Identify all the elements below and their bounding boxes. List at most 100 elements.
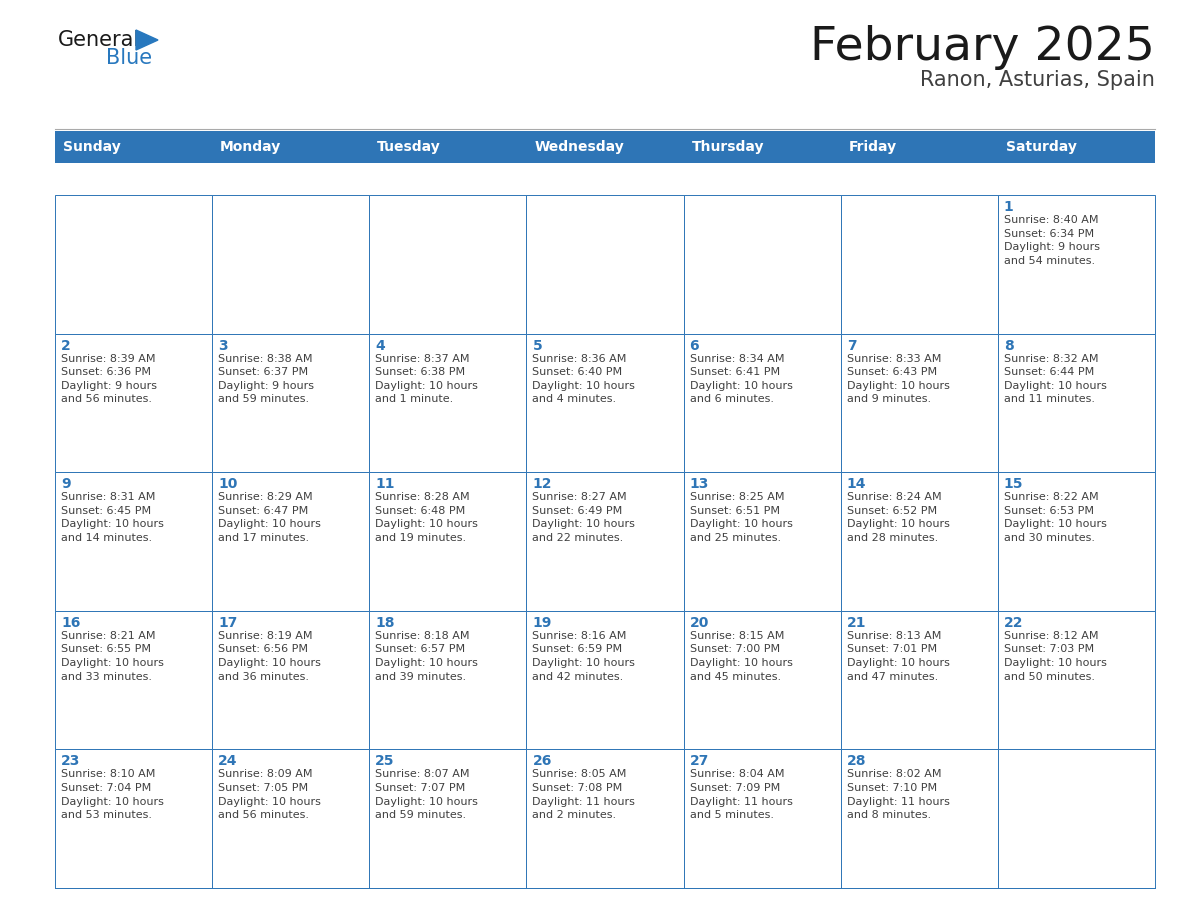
Bar xyxy=(369,131,526,163)
Bar xyxy=(526,131,683,163)
Text: Sunrise: 8:05 AM
Sunset: 7:08 PM
Daylight: 11 hours
and 2 minutes.: Sunrise: 8:05 AM Sunset: 7:08 PM Dayligh… xyxy=(532,769,636,820)
Text: 24: 24 xyxy=(219,755,238,768)
Bar xyxy=(526,472,683,610)
Bar xyxy=(55,195,213,333)
Bar xyxy=(55,472,213,610)
Bar xyxy=(841,610,998,749)
Bar xyxy=(369,749,526,888)
Text: Sunrise: 8:15 AM
Sunset: 7:00 PM
Daylight: 10 hours
and 45 minutes.: Sunrise: 8:15 AM Sunset: 7:00 PM Dayligh… xyxy=(689,631,792,681)
Text: 26: 26 xyxy=(532,755,551,768)
Text: February 2025: February 2025 xyxy=(810,25,1155,70)
Bar xyxy=(213,333,369,472)
Bar xyxy=(683,131,841,163)
Text: 10: 10 xyxy=(219,477,238,491)
Bar xyxy=(841,472,998,610)
Text: 11: 11 xyxy=(375,477,394,491)
Text: 19: 19 xyxy=(532,616,551,630)
Text: 6: 6 xyxy=(689,339,700,353)
Bar xyxy=(369,610,526,749)
Text: Sunrise: 8:18 AM
Sunset: 6:57 PM
Daylight: 10 hours
and 39 minutes.: Sunrise: 8:18 AM Sunset: 6:57 PM Dayligh… xyxy=(375,631,478,681)
Text: Thursday: Thursday xyxy=(691,140,764,154)
Text: Sunrise: 8:07 AM
Sunset: 7:07 PM
Daylight: 10 hours
and 59 minutes.: Sunrise: 8:07 AM Sunset: 7:07 PM Dayligh… xyxy=(375,769,478,820)
Text: Sunrise: 8:22 AM
Sunset: 6:53 PM
Daylight: 10 hours
and 30 minutes.: Sunrise: 8:22 AM Sunset: 6:53 PM Dayligh… xyxy=(1004,492,1107,543)
Bar xyxy=(55,131,213,163)
Text: Sunday: Sunday xyxy=(63,140,121,154)
Text: 13: 13 xyxy=(689,477,709,491)
Bar xyxy=(55,749,213,888)
Bar xyxy=(841,749,998,888)
Bar xyxy=(841,333,998,472)
Text: Sunrise: 8:31 AM
Sunset: 6:45 PM
Daylight: 10 hours
and 14 minutes.: Sunrise: 8:31 AM Sunset: 6:45 PM Dayligh… xyxy=(61,492,164,543)
Bar xyxy=(683,610,841,749)
Text: Sunrise: 8:32 AM
Sunset: 6:44 PM
Daylight: 10 hours
and 11 minutes.: Sunrise: 8:32 AM Sunset: 6:44 PM Dayligh… xyxy=(1004,353,1107,405)
Bar xyxy=(526,749,683,888)
Text: Sunrise: 8:25 AM
Sunset: 6:51 PM
Daylight: 10 hours
and 25 minutes.: Sunrise: 8:25 AM Sunset: 6:51 PM Dayligh… xyxy=(689,492,792,543)
Text: Tuesday: Tuesday xyxy=(378,140,441,154)
Text: Sunrise: 8:10 AM
Sunset: 7:04 PM
Daylight: 10 hours
and 53 minutes.: Sunrise: 8:10 AM Sunset: 7:04 PM Dayligh… xyxy=(61,769,164,820)
Text: Sunrise: 8:16 AM
Sunset: 6:59 PM
Daylight: 10 hours
and 42 minutes.: Sunrise: 8:16 AM Sunset: 6:59 PM Dayligh… xyxy=(532,631,636,681)
Text: Sunrise: 8:21 AM
Sunset: 6:55 PM
Daylight: 10 hours
and 33 minutes.: Sunrise: 8:21 AM Sunset: 6:55 PM Dayligh… xyxy=(61,631,164,681)
Bar xyxy=(55,610,213,749)
Text: Sunrise: 8:28 AM
Sunset: 6:48 PM
Daylight: 10 hours
and 19 minutes.: Sunrise: 8:28 AM Sunset: 6:48 PM Dayligh… xyxy=(375,492,478,543)
Text: 12: 12 xyxy=(532,477,552,491)
Bar xyxy=(998,131,1155,163)
Text: 25: 25 xyxy=(375,755,394,768)
Bar xyxy=(213,749,369,888)
Text: 14: 14 xyxy=(847,477,866,491)
Text: 9: 9 xyxy=(61,477,70,491)
Bar xyxy=(369,195,526,333)
Text: 8: 8 xyxy=(1004,339,1013,353)
Text: Blue: Blue xyxy=(106,48,152,68)
Bar xyxy=(683,333,841,472)
Text: 16: 16 xyxy=(61,616,81,630)
Bar xyxy=(213,610,369,749)
Text: 3: 3 xyxy=(219,339,228,353)
Bar xyxy=(683,195,841,333)
Bar xyxy=(841,195,998,333)
Bar xyxy=(526,195,683,333)
Text: Sunrise: 8:33 AM
Sunset: 6:43 PM
Daylight: 10 hours
and 9 minutes.: Sunrise: 8:33 AM Sunset: 6:43 PM Dayligh… xyxy=(847,353,949,405)
Text: 27: 27 xyxy=(689,755,709,768)
Bar xyxy=(55,333,213,472)
Bar xyxy=(213,195,369,333)
Bar xyxy=(841,131,998,163)
Text: Sunrise: 8:09 AM
Sunset: 7:05 PM
Daylight: 10 hours
and 56 minutes.: Sunrise: 8:09 AM Sunset: 7:05 PM Dayligh… xyxy=(219,769,321,820)
Bar xyxy=(213,131,369,163)
Bar xyxy=(213,472,369,610)
Text: Sunrise: 8:12 AM
Sunset: 7:03 PM
Daylight: 10 hours
and 50 minutes.: Sunrise: 8:12 AM Sunset: 7:03 PM Dayligh… xyxy=(1004,631,1107,681)
Text: Sunrise: 8:37 AM
Sunset: 6:38 PM
Daylight: 10 hours
and 1 minute.: Sunrise: 8:37 AM Sunset: 6:38 PM Dayligh… xyxy=(375,353,478,405)
Text: 1: 1 xyxy=(1004,200,1013,214)
Text: Sunrise: 8:27 AM
Sunset: 6:49 PM
Daylight: 10 hours
and 22 minutes.: Sunrise: 8:27 AM Sunset: 6:49 PM Dayligh… xyxy=(532,492,636,543)
Bar xyxy=(683,472,841,610)
Bar xyxy=(998,610,1155,749)
Bar xyxy=(369,333,526,472)
Text: 7: 7 xyxy=(847,339,857,353)
Text: Sunrise: 8:04 AM
Sunset: 7:09 PM
Daylight: 11 hours
and 5 minutes.: Sunrise: 8:04 AM Sunset: 7:09 PM Dayligh… xyxy=(689,769,792,820)
Text: 28: 28 xyxy=(847,755,866,768)
Text: 17: 17 xyxy=(219,616,238,630)
Text: 4: 4 xyxy=(375,339,385,353)
Polygon shape xyxy=(135,30,158,50)
Text: Ranon, Asturias, Spain: Ranon, Asturias, Spain xyxy=(921,70,1155,90)
Bar xyxy=(998,472,1155,610)
Text: Sunrise: 8:02 AM
Sunset: 7:10 PM
Daylight: 11 hours
and 8 minutes.: Sunrise: 8:02 AM Sunset: 7:10 PM Dayligh… xyxy=(847,769,949,820)
Bar xyxy=(369,472,526,610)
Text: Sunrise: 8:36 AM
Sunset: 6:40 PM
Daylight: 10 hours
and 4 minutes.: Sunrise: 8:36 AM Sunset: 6:40 PM Dayligh… xyxy=(532,353,636,405)
Text: 21: 21 xyxy=(847,616,866,630)
Text: Saturday: Saturday xyxy=(1006,140,1076,154)
Text: 5: 5 xyxy=(532,339,542,353)
Text: Sunrise: 8:34 AM
Sunset: 6:41 PM
Daylight: 10 hours
and 6 minutes.: Sunrise: 8:34 AM Sunset: 6:41 PM Dayligh… xyxy=(689,353,792,405)
Text: 22: 22 xyxy=(1004,616,1023,630)
Text: Monday: Monday xyxy=(220,140,282,154)
Bar xyxy=(683,749,841,888)
Text: Sunrise: 8:39 AM
Sunset: 6:36 PM
Daylight: 9 hours
and 56 minutes.: Sunrise: 8:39 AM Sunset: 6:36 PM Dayligh… xyxy=(61,353,157,405)
Text: Sunrise: 8:38 AM
Sunset: 6:37 PM
Daylight: 9 hours
and 59 minutes.: Sunrise: 8:38 AM Sunset: 6:37 PM Dayligh… xyxy=(219,353,314,405)
Text: Sunrise: 8:40 AM
Sunset: 6:34 PM
Daylight: 9 hours
and 54 minutes.: Sunrise: 8:40 AM Sunset: 6:34 PM Dayligh… xyxy=(1004,215,1100,266)
Bar xyxy=(526,333,683,472)
Text: Wednesday: Wednesday xyxy=(535,140,624,154)
Text: General: General xyxy=(58,30,140,50)
Bar xyxy=(998,195,1155,333)
Text: Sunrise: 8:19 AM
Sunset: 6:56 PM
Daylight: 10 hours
and 36 minutes.: Sunrise: 8:19 AM Sunset: 6:56 PM Dayligh… xyxy=(219,631,321,681)
Text: Sunrise: 8:24 AM
Sunset: 6:52 PM
Daylight: 10 hours
and 28 minutes.: Sunrise: 8:24 AM Sunset: 6:52 PM Dayligh… xyxy=(847,492,949,543)
Text: 2: 2 xyxy=(61,339,71,353)
